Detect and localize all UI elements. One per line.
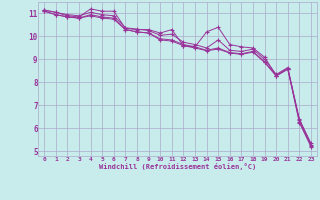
X-axis label: Windchill (Refroidissement éolien,°C): Windchill (Refroidissement éolien,°C) bbox=[99, 163, 256, 170]
